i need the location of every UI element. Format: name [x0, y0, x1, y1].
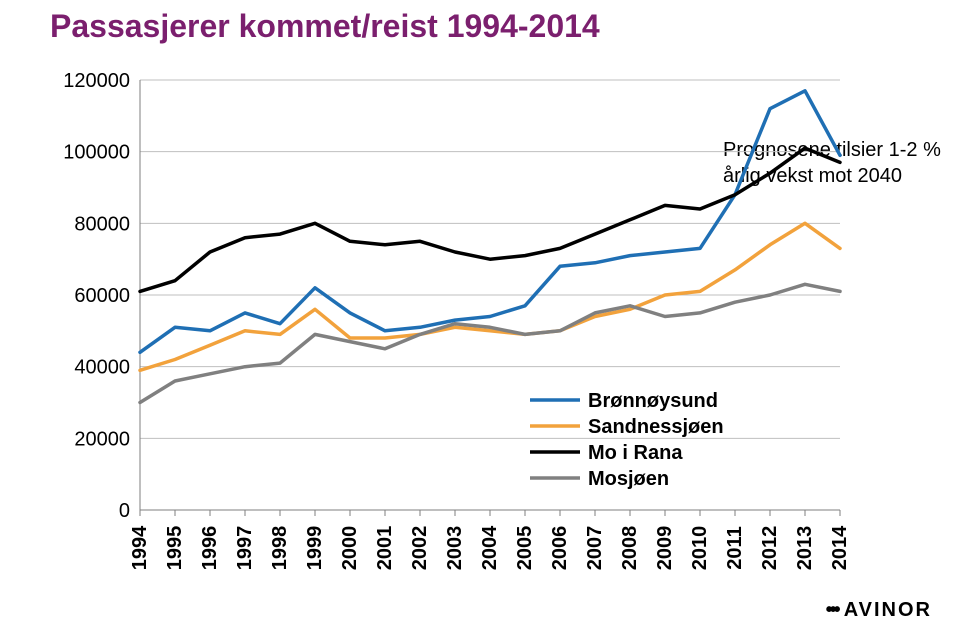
- svg-text:2004: 2004: [479, 525, 501, 570]
- x-tick: 2007: [584, 526, 606, 571]
- x-tick: 2006: [549, 526, 571, 571]
- svg-text:40000: 40000: [74, 357, 130, 379]
- svg-text:1996: 1996: [199, 526, 221, 571]
- x-tick: 1995: [164, 526, 186, 571]
- series-br-nn-ysund: [140, 91, 840, 353]
- page: Passasjerer kommet/reist 1994-2014 Progn…: [0, 0, 960, 634]
- svg-text:2007: 2007: [584, 526, 606, 571]
- svg-text:60000: 60000: [74, 285, 130, 307]
- logo-text: AVINOR: [844, 599, 932, 621]
- svg-text:2010: 2010: [689, 526, 711, 571]
- x-tick: 1996: [199, 526, 221, 571]
- svg-text:2008: 2008: [619, 526, 641, 571]
- x-tick: 2005: [514, 526, 536, 571]
- y-tick: 40000: [74, 357, 130, 379]
- svg-text:2013: 2013: [794, 526, 816, 571]
- legend-item-mo-i-rana: Mo i Rana: [530, 442, 683, 464]
- y-tick: 120000: [63, 70, 130, 92]
- svg-text:2000: 2000: [339, 526, 361, 571]
- svg-text:2005: 2005: [514, 526, 536, 571]
- svg-text:2006: 2006: [549, 526, 571, 571]
- legend-item-mosj-en: Mosjøen: [530, 468, 669, 490]
- x-tick: 1998: [269, 526, 291, 571]
- x-tick: 2003: [444, 526, 466, 571]
- x-tick: 1994: [129, 525, 151, 570]
- line-chart: 0 20000 40000 60000 80000 100000 120000 1994 199…: [50, 70, 910, 570]
- x-tick: 2011: [724, 526, 746, 569]
- svg-text:1999: 1999: [304, 526, 326, 571]
- x-tick: 2001: [374, 526, 396, 571]
- svg-text:2011: 2011: [724, 526, 746, 569]
- x-tick: 2014: [829, 525, 851, 570]
- x-tick: 1997: [234, 526, 256, 571]
- svg-text:20000: 20000: [74, 428, 130, 450]
- x-tick: 2009: [654, 526, 676, 571]
- x-tick: 2000: [339, 526, 361, 571]
- x-tick: 2010: [689, 526, 711, 571]
- x-tick: 1999: [304, 526, 326, 571]
- x-tick: 2002: [409, 526, 431, 571]
- svg-text:100000: 100000: [63, 142, 130, 164]
- svg-text:120000: 120000: [63, 70, 130, 92]
- svg-text:1998: 1998: [269, 526, 291, 571]
- svg-text:2003: 2003: [444, 526, 466, 571]
- x-tick: 2008: [619, 526, 641, 571]
- y-tick: 100000: [63, 142, 130, 164]
- svg-text:2009: 2009: [654, 526, 676, 571]
- y-tick: 60000: [74, 285, 130, 307]
- legend-label: Sandnessjøen: [588, 416, 724, 438]
- svg-text:80000: 80000: [74, 213, 130, 235]
- series-mosj-en: [140, 284, 840, 402]
- x-tick: 2004: [479, 525, 501, 570]
- legend-item-sandnessj-en: Sandnessjøen: [530, 416, 724, 438]
- chart-title: Passasjerer kommet/reist 1994-2014: [50, 8, 600, 45]
- svg-text:2001: 2001: [374, 526, 396, 571]
- legend-item-br-nn-ysund: Brønnøysund: [530, 390, 718, 412]
- x-tick: 2013: [794, 526, 816, 571]
- svg-text:2014: 2014: [829, 525, 851, 570]
- avinor-logo: ••• AVINOR: [826, 599, 932, 622]
- svg-text:2002: 2002: [409, 526, 431, 571]
- series-sandnessj-en: [140, 223, 840, 370]
- svg-text:1995: 1995: [164, 526, 186, 571]
- legend-label: Brønnøysund: [588, 390, 718, 412]
- svg-text:1997: 1997: [234, 526, 256, 571]
- y-tick: 0: [119, 500, 130, 522]
- chart-svg: 0 20000 40000 60000 80000 100000 120000 1994 199…: [50, 70, 910, 570]
- x-tick: 2012: [759, 526, 781, 571]
- svg-text:1994: 1994: [129, 525, 151, 570]
- svg-text:0: 0: [119, 500, 130, 522]
- y-tick: 20000: [74, 428, 130, 450]
- legend-label: Mosjøen: [588, 468, 669, 490]
- logo-dots-icon: •••: [826, 599, 838, 621]
- legend-label: Mo i Rana: [588, 442, 683, 464]
- svg-text:2012: 2012: [759, 526, 781, 571]
- y-tick: 80000: [74, 213, 130, 235]
